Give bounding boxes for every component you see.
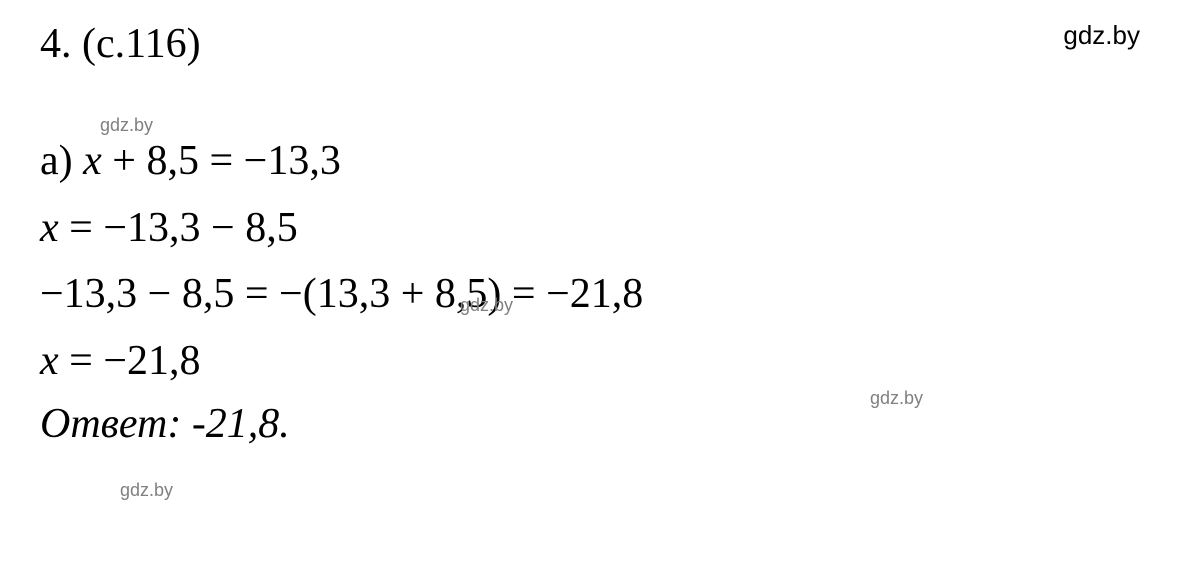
line2-rest: = −13,3 − 8,5 (59, 205, 298, 251)
watermark-small-4: gdz.by (120, 480, 173, 501)
problem-number: 4. (с.116) (40, 20, 201, 68)
answer-line: Ответ: -21,8. (40, 400, 1140, 448)
line1-prefix: а) (40, 138, 83, 184)
answer-value: -21,8. (192, 401, 290, 447)
equation-line-4: x = −21,8 (40, 333, 1140, 390)
variable-x-3: x (40, 338, 59, 384)
equation-line-2: x = −13,3 − 8,5 (40, 200, 1140, 257)
line4-rest: = −21,8 (59, 338, 201, 384)
variable-x-2: x (40, 205, 59, 251)
header-row: 4. (с.116) gdz.by (40, 20, 1140, 68)
watermark-main: gdz.by (1063, 20, 1140, 51)
variable-x-1: x (83, 138, 102, 184)
content-block: а) x + 8,5 = −13,3 x = −13,3 − 8,5 −13,3… (40, 133, 1140, 448)
watermark-small-2: gdz.by (460, 295, 513, 316)
watermark-small-1: gdz.by (100, 115, 153, 136)
answer-label: Ответ: (40, 401, 192, 447)
equation-line-1: а) x + 8,5 = −13,3 (40, 133, 1140, 190)
line3-text: −13,3 − 8,5 = −(13,3 + 8,5) = −21,8 (40, 271, 643, 317)
watermark-small-3: gdz.by (870, 388, 923, 409)
line1-rest: + 8,5 = −13,3 (102, 138, 341, 184)
equation-line-3: −13,3 − 8,5 = −(13,3 + 8,5) = −21,8 (40, 266, 1140, 323)
